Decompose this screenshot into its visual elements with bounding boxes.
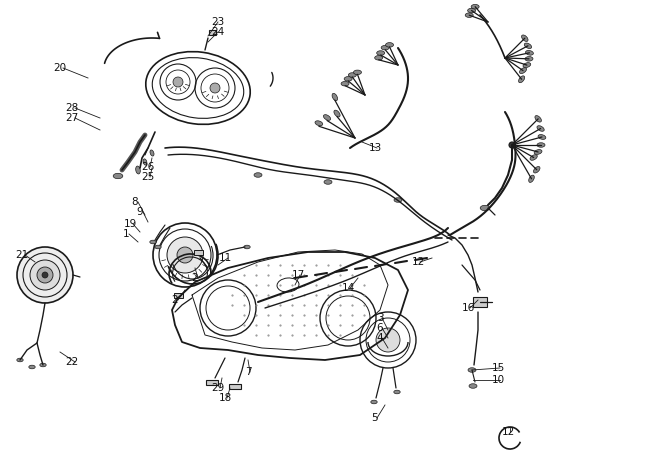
Text: 27: 27	[66, 113, 79, 123]
Ellipse shape	[334, 110, 340, 117]
Ellipse shape	[525, 50, 534, 55]
Bar	[194, 250, 203, 255]
Ellipse shape	[155, 245, 161, 249]
Ellipse shape	[344, 76, 352, 81]
Ellipse shape	[113, 173, 123, 179]
Ellipse shape	[254, 173, 262, 177]
Circle shape	[37, 267, 53, 283]
Text: 14: 14	[341, 283, 355, 293]
Text: 12: 12	[411, 257, 424, 267]
Text: 26: 26	[142, 162, 155, 172]
Text: 8: 8	[132, 197, 138, 207]
Text: 9: 9	[136, 207, 143, 217]
Text: 15: 15	[491, 363, 504, 373]
Ellipse shape	[534, 150, 542, 154]
Ellipse shape	[370, 400, 377, 404]
Ellipse shape	[341, 81, 349, 86]
Text: 24: 24	[211, 27, 225, 37]
Ellipse shape	[468, 368, 476, 372]
Ellipse shape	[525, 56, 533, 61]
Ellipse shape	[537, 126, 544, 131]
Ellipse shape	[535, 116, 541, 122]
Ellipse shape	[348, 73, 356, 77]
Bar	[473, 297, 487, 307]
Circle shape	[30, 260, 60, 290]
Ellipse shape	[354, 70, 361, 75]
Text: 22: 22	[66, 357, 79, 367]
Bar	[206, 380, 218, 384]
Text: 17: 17	[291, 270, 305, 280]
Ellipse shape	[381, 45, 389, 50]
Text: 28: 28	[66, 103, 79, 113]
Circle shape	[210, 83, 220, 93]
Circle shape	[42, 272, 48, 278]
Circle shape	[177, 247, 193, 263]
Ellipse shape	[377, 51, 385, 55]
Bar	[209, 30, 216, 35]
Ellipse shape	[394, 390, 400, 394]
Ellipse shape	[385, 43, 393, 47]
Ellipse shape	[537, 143, 545, 147]
Circle shape	[376, 328, 400, 352]
Text: 21: 21	[16, 250, 29, 260]
Text: 16: 16	[462, 303, 474, 313]
Text: 4: 4	[377, 333, 384, 343]
Text: 1: 1	[123, 229, 129, 239]
Text: 2: 2	[192, 273, 198, 283]
Ellipse shape	[528, 175, 534, 182]
Ellipse shape	[525, 43, 532, 49]
Ellipse shape	[480, 205, 490, 211]
Text: 25: 25	[142, 172, 155, 182]
Ellipse shape	[523, 63, 531, 68]
Ellipse shape	[521, 35, 528, 42]
Ellipse shape	[324, 180, 332, 184]
Text: 29: 29	[211, 383, 225, 393]
Ellipse shape	[538, 135, 546, 139]
Text: 18: 18	[218, 393, 231, 403]
Text: 23: 23	[211, 17, 225, 27]
Ellipse shape	[244, 245, 250, 249]
Bar	[174, 293, 183, 298]
Ellipse shape	[29, 365, 35, 369]
Text: 12: 12	[501, 427, 515, 437]
Ellipse shape	[315, 121, 323, 126]
Ellipse shape	[150, 240, 156, 244]
Ellipse shape	[469, 384, 477, 388]
Ellipse shape	[465, 13, 473, 18]
Ellipse shape	[40, 363, 46, 367]
Text: 6: 6	[377, 323, 384, 333]
Ellipse shape	[519, 76, 525, 83]
Circle shape	[17, 247, 73, 303]
Ellipse shape	[471, 5, 479, 9]
Ellipse shape	[17, 358, 23, 362]
Ellipse shape	[143, 159, 147, 165]
Circle shape	[509, 142, 515, 148]
Ellipse shape	[374, 56, 383, 60]
Ellipse shape	[136, 166, 140, 174]
Ellipse shape	[394, 198, 402, 202]
Text: 5: 5	[372, 413, 378, 423]
Text: 7: 7	[244, 367, 252, 377]
Text: 2: 2	[172, 295, 178, 305]
Ellipse shape	[534, 167, 540, 173]
Text: 3: 3	[377, 313, 384, 323]
Ellipse shape	[150, 150, 154, 156]
Text: 20: 20	[53, 63, 66, 73]
Ellipse shape	[467, 8, 476, 13]
Bar	[229, 383, 241, 388]
Circle shape	[167, 237, 203, 273]
Ellipse shape	[324, 115, 331, 120]
Circle shape	[173, 77, 183, 87]
Text: 11: 11	[218, 253, 231, 263]
Text: 13: 13	[369, 143, 382, 153]
Text: 10: 10	[491, 375, 504, 385]
Ellipse shape	[530, 155, 538, 160]
Ellipse shape	[519, 68, 526, 74]
Text: 19: 19	[124, 219, 136, 229]
Ellipse shape	[332, 94, 337, 101]
